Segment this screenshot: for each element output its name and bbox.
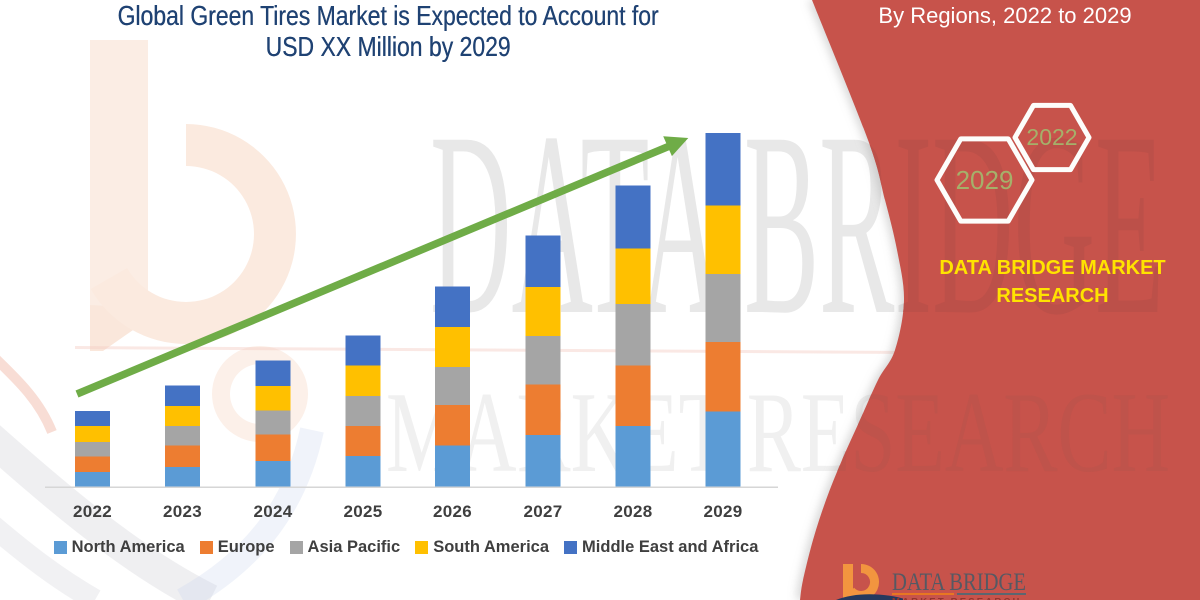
svg-text:DATA BRIDGE: DATA BRIDGE <box>892 569 1026 596</box>
svg-text:MARKET RESEARCH: MARKET RESEARCH <box>386 369 1170 496</box>
svg-text:2022: 2022 <box>1026 124 1077 150</box>
svg-text:2029: 2029 <box>956 165 1014 195</box>
svg-text:DATA BRIDGE: DATA BRIDGE <box>430 78 1164 369</box>
svg-text:MARKET RESEARCH: MARKET RESEARCH <box>892 597 1022 600</box>
